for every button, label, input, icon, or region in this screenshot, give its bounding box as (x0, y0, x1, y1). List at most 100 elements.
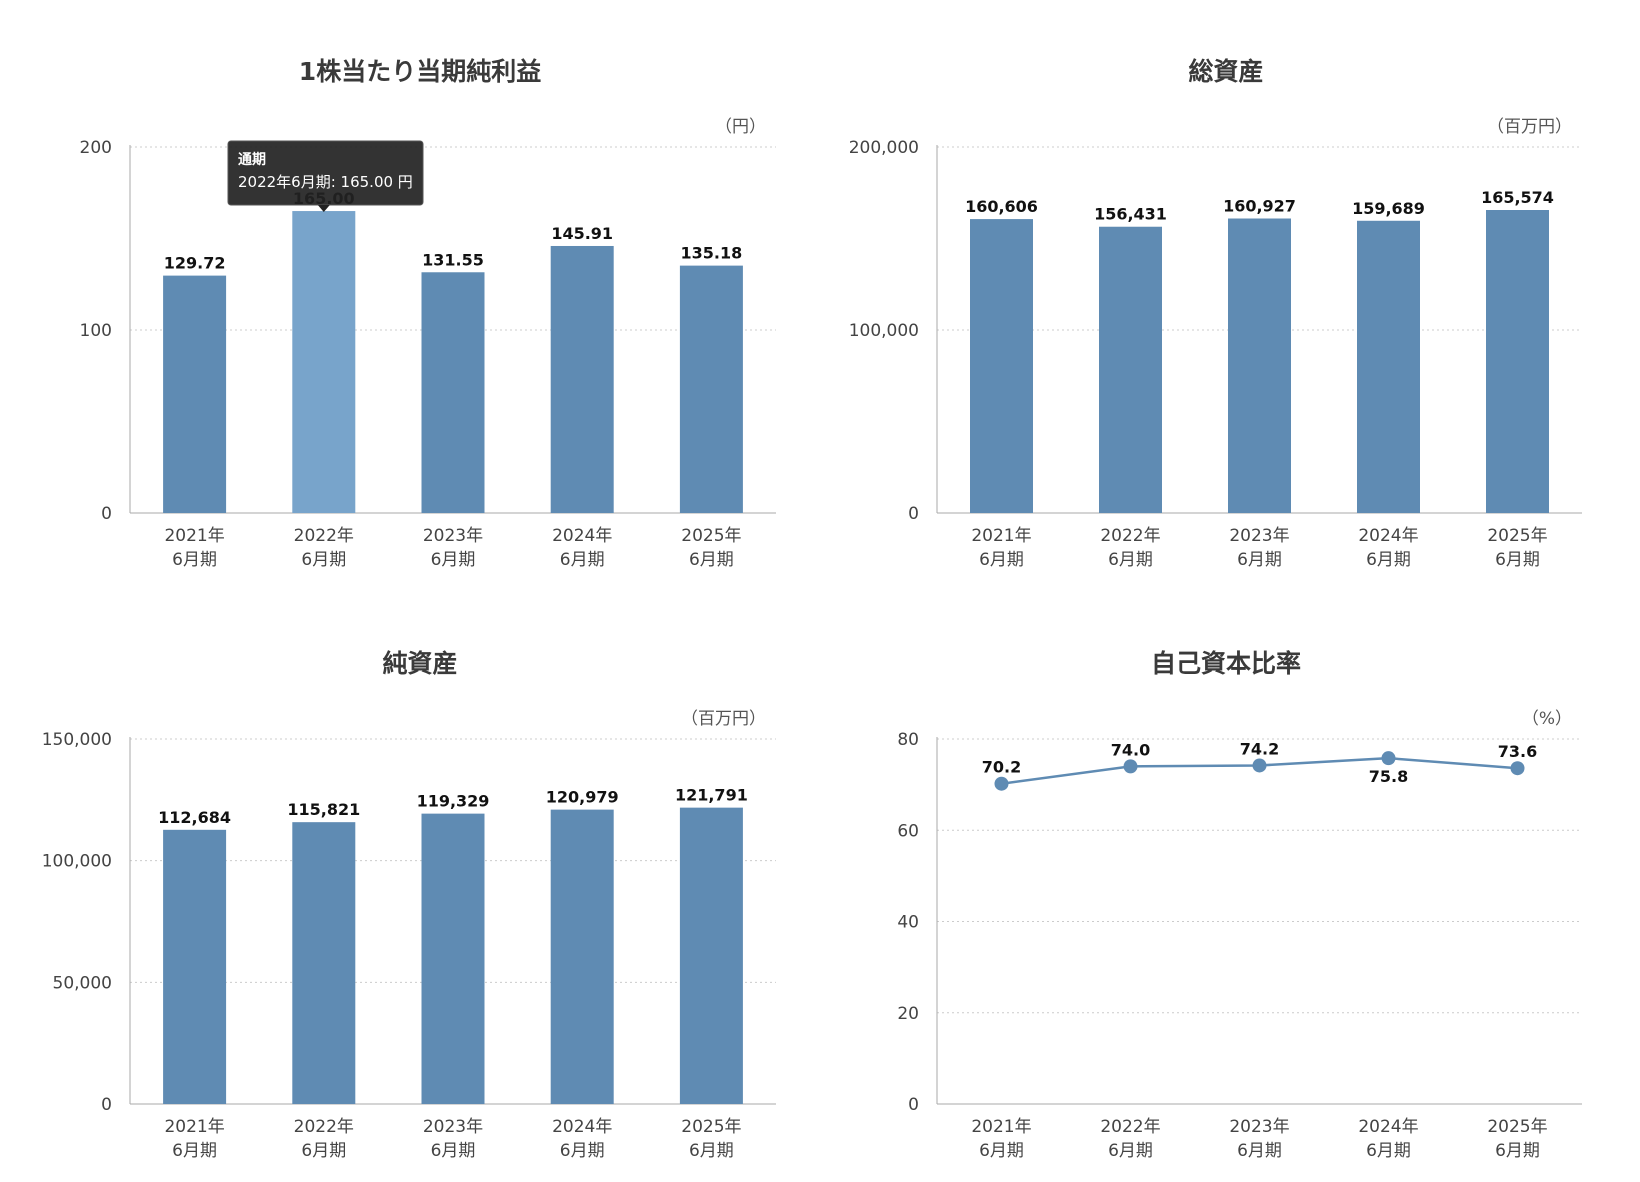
bar[interactable] (163, 829, 227, 1104)
data-label: 121,791 (675, 786, 748, 805)
x-tick-label: 2024年 (1358, 1117, 1418, 1137)
chart-4: 自己資本比率 （%） 0 20 40 60 80 2021年 6月期 2022年 6月期 2023年 6… (897, 649, 1582, 1161)
y-tick-label: 50,000 (53, 973, 112, 993)
y-tick-label: 200 (80, 138, 112, 158)
data-label: 145.91 (551, 224, 613, 243)
x-tick-label: 6月期 (1495, 550, 1540, 570)
y-tick-label: 0 (101, 504, 112, 524)
x-tick-label: 6月期 (689, 1141, 734, 1161)
x-tick-label: 6月期 (689, 550, 734, 570)
x-tick-label: 2022年 (294, 1117, 354, 1137)
y-tick-label: 0 (908, 504, 919, 524)
data-label: 70.2 (982, 758, 1021, 777)
data-point[interactable] (994, 776, 1009, 791)
x-tick-label: 2021年 (164, 526, 224, 546)
bar[interactable] (1357, 220, 1420, 513)
data-label: 120,979 (546, 788, 619, 807)
y-tick-label: 80 (897, 730, 919, 750)
unit-label: （百万円） (681, 709, 766, 729)
data-point[interactable] (1381, 751, 1396, 766)
data-label: 115,821 (287, 800, 360, 819)
chart-1: 1株当たり当期純利益 （円） 0 100 200 2021年 6月期 2022年 6月期 2023… (80, 57, 776, 570)
x-tick-label: 2025年 (681, 526, 741, 546)
y-tick-label: 0 (908, 1095, 919, 1115)
x-tick-label: 2021年 (971, 1117, 1031, 1137)
y-tick-label: 150,000 (42, 730, 112, 750)
bar[interactable] (550, 245, 614, 514)
chart-title: 1株当たり当期純利益 (299, 57, 541, 86)
x-tick-label: 2022年 (294, 526, 354, 546)
bar[interactable] (1099, 226, 1162, 514)
x-tick-label: 6月期 (431, 1141, 476, 1161)
x-tick-label: 6月期 (301, 550, 346, 570)
x-tick-label: 6月期 (560, 550, 605, 570)
data-label: 156,431 (1094, 205, 1167, 224)
y-tick-label: 100,000 (849, 321, 919, 341)
x-tick-label: 2023年 (1229, 526, 1289, 546)
y-tick-label: 100,000 (42, 852, 112, 872)
x-tick-label: 6月期 (431, 550, 476, 570)
y-tick-label: 0 (101, 1095, 112, 1115)
x-tick-label: 6月期 (1495, 1141, 1540, 1161)
tooltip-title: 通期 (238, 152, 266, 168)
data-label: 74.2 (1240, 739, 1279, 758)
x-tick-label: 6月期 (1237, 550, 1282, 570)
bar[interactable] (679, 265, 743, 513)
bar[interactable] (163, 275, 227, 513)
data-point[interactable] (1510, 761, 1525, 776)
x-tick-label: 6月期 (1366, 1141, 1411, 1161)
x-tick-label: 6月期 (979, 1141, 1024, 1161)
chart-3: 純資産 （百万円） 0 50,000 100,000 150,000 2021年 6月期 202… (42, 649, 776, 1161)
chart-2: 総資産 （百万円） 0 100,000 200,000 2021年 6月期 2022年 6月期 2… (849, 57, 1582, 570)
chart-title: 純資産 (382, 649, 457, 678)
bar[interactable] (292, 211, 356, 514)
x-tick-label: 2021年 (971, 526, 1031, 546)
data-label: 159,689 (1352, 199, 1425, 218)
y-tick-label: 20 (897, 1004, 919, 1024)
bar[interactable] (1486, 209, 1549, 513)
x-tick-label: 2024年 (1358, 526, 1418, 546)
x-tick-label: 6月期 (560, 1141, 605, 1161)
data-point[interactable] (1123, 759, 1138, 774)
unit-label: （百万円） (1487, 117, 1572, 137)
data-point[interactable] (1252, 758, 1267, 773)
x-tick-label: 6月期 (979, 550, 1024, 570)
data-label: 112,684 (158, 808, 231, 827)
data-label: 74.0 (1111, 740, 1150, 759)
data-label: 129.72 (164, 254, 226, 273)
bar[interactable] (679, 807, 743, 1104)
unit-label: （%） (1522, 709, 1572, 729)
x-tick-label: 2023年 (423, 526, 483, 546)
x-tick-label: 6月期 (1108, 550, 1153, 570)
x-tick-label: 6月期 (301, 1141, 346, 1161)
bar[interactable] (550, 809, 614, 1104)
x-tick-label: 2025年 (681, 1117, 741, 1137)
bar[interactable] (421, 813, 485, 1104)
x-tick-label: 2024年 (552, 1117, 612, 1137)
x-tick-label: 2023年 (1229, 1117, 1289, 1137)
data-label: 75.8 (1369, 767, 1408, 786)
x-tick-label: 2022年 (1100, 526, 1160, 546)
x-tick-label: 2023年 (423, 1117, 483, 1137)
y-tick-label: 200,000 (849, 138, 919, 158)
unit-label: （円） (715, 117, 766, 137)
bar[interactable] (421, 272, 485, 513)
tooltip-text: 2022年6月期: 165.00 円 (238, 173, 413, 191)
data-label: 160,606 (965, 197, 1038, 216)
bar[interactable] (970, 219, 1033, 514)
y-tick-label: 100 (80, 321, 112, 341)
y-tick-label: 40 (897, 913, 919, 933)
x-tick-label: 2024年 (552, 526, 612, 546)
x-tick-label: 2025年 (1487, 1117, 1547, 1137)
data-label: 131.55 (422, 250, 484, 269)
y-tick-label: 60 (897, 821, 919, 841)
x-tick-label: 2025年 (1487, 526, 1547, 546)
data-label: 119,329 (417, 792, 490, 811)
x-tick-label: 6月期 (1108, 1141, 1153, 1161)
data-label: 160,927 (1223, 197, 1296, 216)
data-label: 135.18 (681, 244, 743, 263)
bar[interactable] (1228, 218, 1291, 513)
bar[interactable] (292, 822, 356, 1104)
x-tick-label: 6月期 (172, 1141, 217, 1161)
